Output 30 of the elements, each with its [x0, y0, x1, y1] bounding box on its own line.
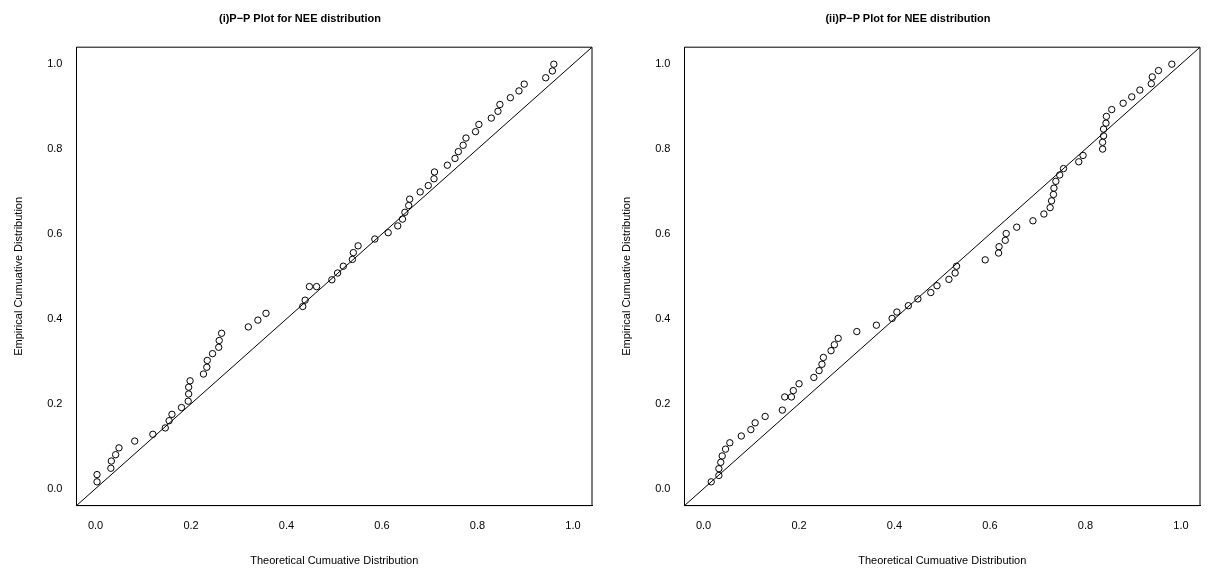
y-tick-label: 0.6: [47, 226, 63, 239]
chart-title: (i)P−P Plot for NEE distribution: [218, 11, 382, 24]
y-axis-title: Empirical Cumuative Distribution: [619, 196, 632, 356]
x-tick-label: 0.0: [87, 519, 104, 532]
y-tick-label: 1.0: [655, 57, 671, 70]
y-tick-label: 0.4: [655, 311, 671, 324]
x-axis-title: Theoretical Cumuative Distribution: [858, 554, 1027, 567]
y-tick-label: 0.8: [47, 142, 63, 155]
x-tick-label: 0.0: [695, 519, 712, 532]
x-tick-label: 0.2: [791, 519, 807, 532]
y-tick-label: 0.6: [655, 226, 671, 239]
x-tick-label: 0.6: [374, 519, 390, 532]
y-axis-title: Empirical Cumuative Distribution: [11, 196, 24, 356]
y-tick-label: 0.2: [655, 396, 671, 409]
x-tick-label: 0.8: [469, 519, 486, 532]
x-tick-label: 0.4: [278, 519, 295, 532]
x-tick-label: 1.0: [1173, 519, 1189, 532]
x-tick-label: 1.0: [565, 519, 581, 532]
y-tick-label: 1.0: [47, 57, 63, 70]
x-tick-label: 0.4: [886, 519, 903, 532]
y-tick-label: 0.2: [47, 396, 63, 409]
x-tick-label: 0.6: [982, 519, 998, 532]
x-tick-label: 0.2: [183, 519, 199, 532]
y-tick-label: 0.0: [47, 481, 63, 494]
x-axis-title: Theoretical Cumuative Distribution: [250, 554, 419, 567]
y-tick-label: 0.0: [655, 481, 671, 494]
y-tick-label: 0.8: [655, 142, 671, 155]
chart-title: (ii)P−P Plot for NEE distribution: [825, 11, 991, 24]
y-tick-label: 0.4: [47, 311, 63, 324]
x-tick-label: 0.8: [1077, 519, 1094, 532]
